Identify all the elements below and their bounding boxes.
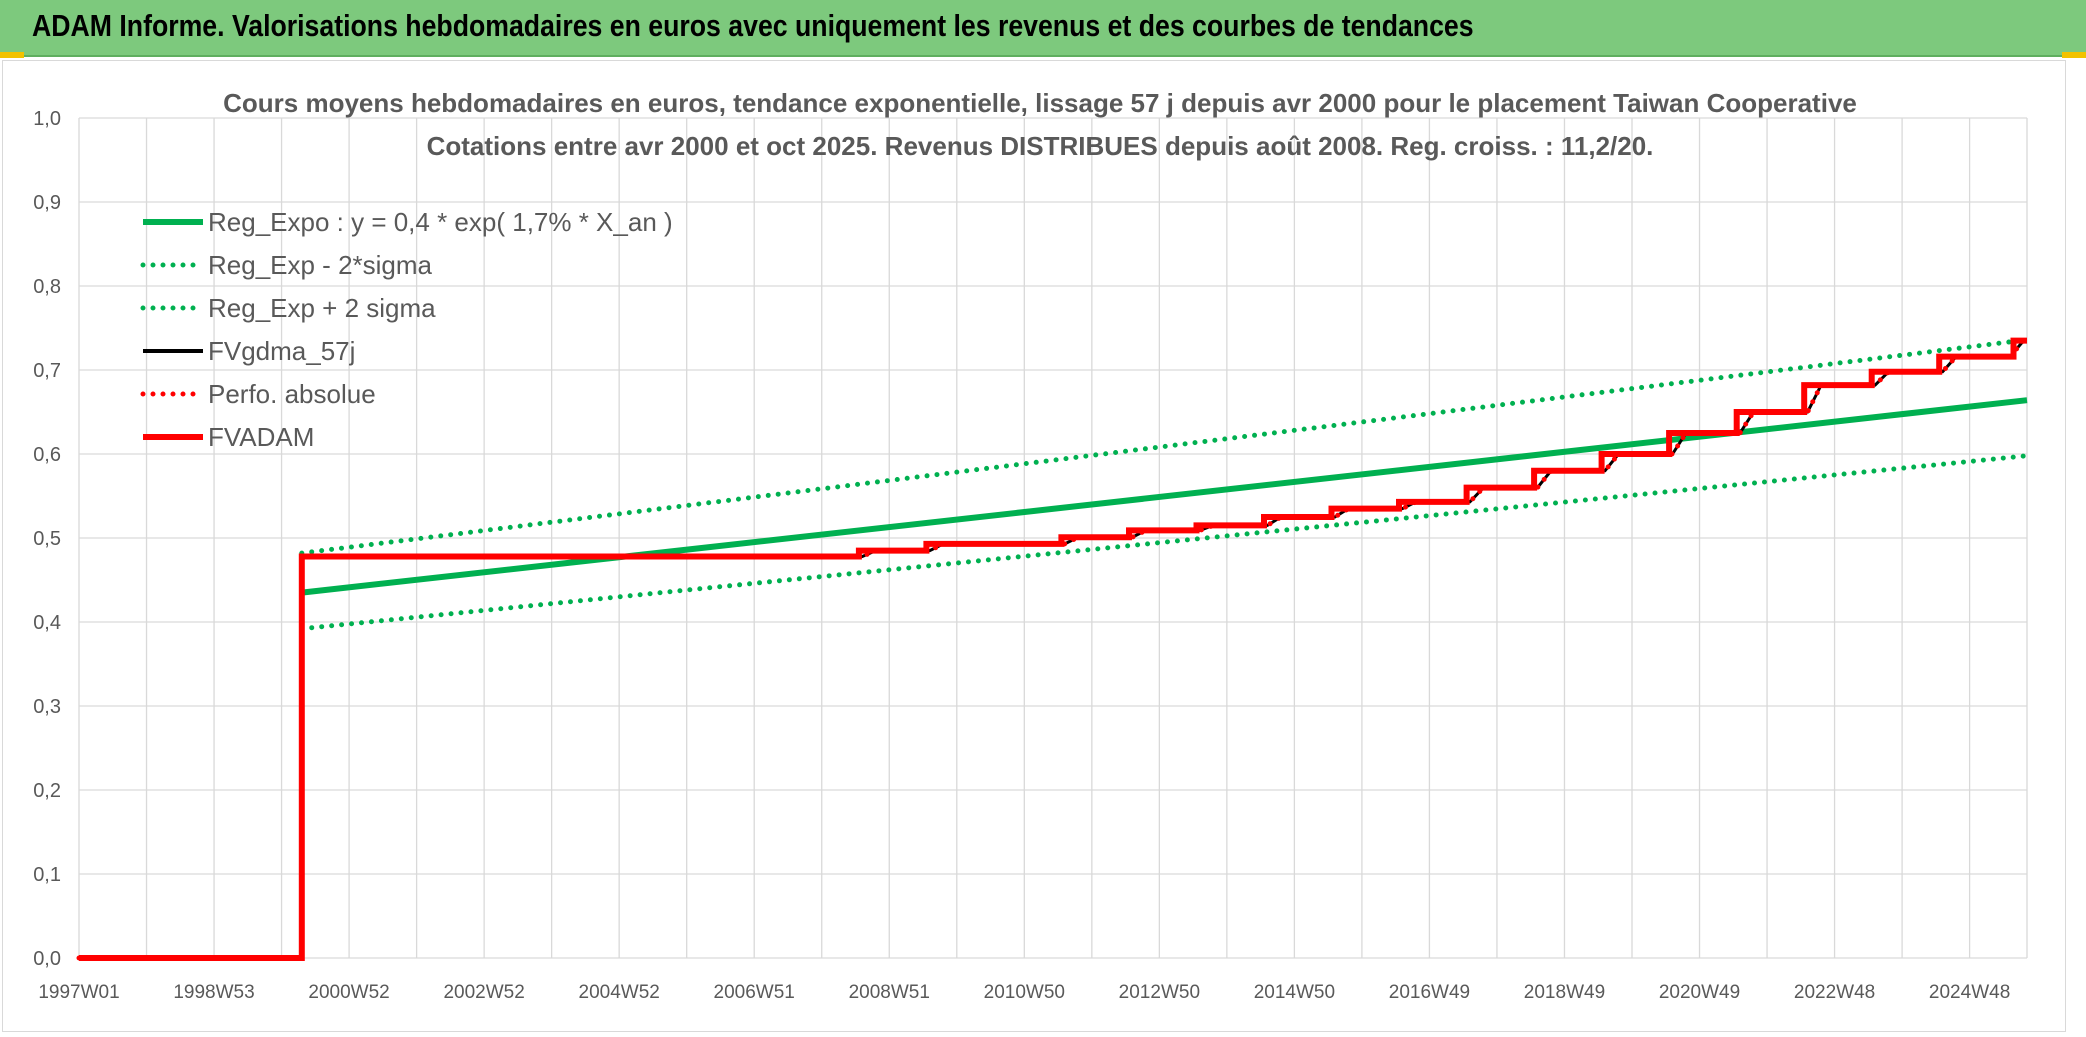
- x-tick-label: 2024W48: [1929, 982, 2010, 1003]
- chart-frame: [2, 60, 2066, 1032]
- x-tick-label: 2006W51: [714, 982, 795, 1003]
- x-tick-label: 2004W52: [579, 982, 660, 1003]
- x-tick-label: 2010W50: [984, 982, 1065, 1003]
- x-tick-label: 2022W48: [1794, 982, 1875, 1003]
- y-tick-label: 1,0: [33, 108, 61, 130]
- y-tick-label: 0,1: [33, 864, 61, 886]
- series-line-2: [299, 337, 2030, 556]
- x-tick-label: 2016W49: [1389, 982, 1470, 1003]
- y-tick-label: 0,7: [33, 360, 61, 382]
- legend: Reg_Expo : y = 0,4 * exp( 1,7% * X_an ) R…: [140, 207, 673, 452]
- y-tick-label: 0,6: [33, 444, 61, 466]
- series-line-5: [79, 337, 2027, 961]
- y-tick-label: 0,8: [33, 276, 61, 298]
- series-line-1: [299, 453, 2030, 632]
- series-layer: [76, 337, 2030, 961]
- y-tick-label: 0,3: [33, 696, 61, 718]
- series-line-0: [301, 397, 2028, 596]
- report-title: ADAM Informe. Valorisations hebdomadaire…: [32, 8, 1474, 43]
- legend-label-1: Reg_Exp - 2*sigma: [208, 250, 433, 280]
- grid-layer: [78, 117, 2028, 959]
- y-tick-label: 0,5: [33, 528, 61, 550]
- y-tick-label: 0,2: [33, 780, 61, 802]
- x-tick-label: 2002W52: [443, 982, 524, 1003]
- corner-marker-right: [2062, 52, 2086, 58]
- x-tick-label: 2020W49: [1659, 982, 1740, 1003]
- x-tick-label: 2000W52: [308, 982, 389, 1003]
- report-header-bar: ADAM Informe. Valorisations hebdomadaire…: [0, 0, 2086, 57]
- x-tick-label: 2008W51: [849, 982, 930, 1003]
- y-tick-label: 0,9: [33, 192, 61, 214]
- axis-layer: 0,0 0,1 0,2 0,3 0,4 0,5 0,6 0,7 0,8 0,9 1,0 1997W01…: [33, 108, 2010, 1003]
- y-tick-label: 0,0: [33, 948, 61, 970]
- chart-title: Cours moyens hebdomadaires en euros, ten…: [223, 88, 1857, 118]
- legend-label-4: Perfo. absolue: [208, 379, 376, 409]
- x-tick-label: 1998W53: [173, 982, 254, 1003]
- x-tick-label: 1997W01: [38, 982, 119, 1003]
- legend-label-3: FVgdma_57j: [208, 336, 355, 366]
- x-tick-label: 2018W49: [1524, 982, 1605, 1003]
- y-tick-label: 0,4: [33, 612, 61, 634]
- corner-marker-left: [0, 52, 24, 58]
- legend-label-2: Reg_Exp + 2 sigma: [208, 293, 436, 323]
- x-tick-label: 2014W50: [1254, 982, 1335, 1003]
- legend-label-0: Reg_Expo : y = 0,4 * exp( 1,7% * X_an ): [208, 207, 673, 237]
- legend-label-5: FVADAM: [208, 422, 314, 452]
- x-tick-label: 2012W50: [1119, 982, 1200, 1003]
- chart-subtitle: Cotations entre avr 2000 et oct 2025. Re…: [427, 131, 1654, 161]
